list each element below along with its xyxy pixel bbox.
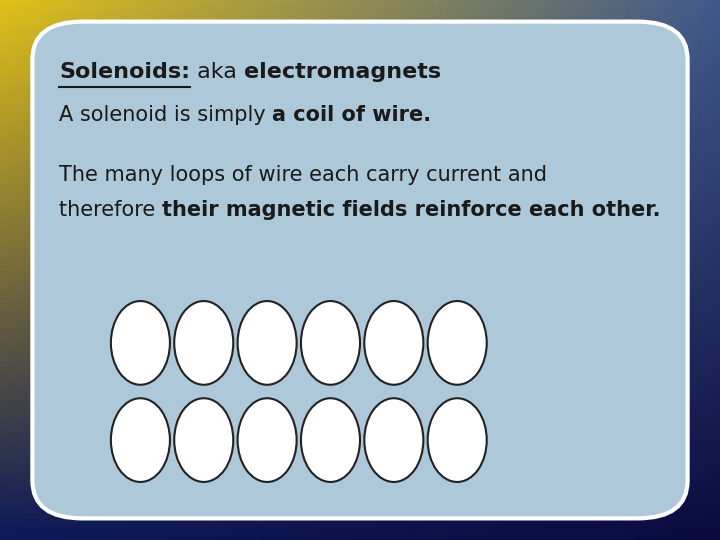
Ellipse shape — [301, 399, 360, 482]
Text: The many loops of wire each carry current and: The many loops of wire each carry curren… — [59, 165, 547, 185]
Ellipse shape — [174, 399, 233, 482]
Ellipse shape — [238, 399, 297, 482]
Ellipse shape — [428, 301, 487, 384]
Text: A solenoid is simply: A solenoid is simply — [59, 105, 272, 125]
Ellipse shape — [364, 301, 423, 384]
Text: their magnetic fields reinforce each other.: their magnetic fields reinforce each oth… — [162, 200, 660, 220]
Ellipse shape — [364, 399, 423, 482]
Ellipse shape — [111, 399, 170, 482]
Text: electromagnets: electromagnets — [244, 62, 441, 82]
Text: a coil of wire.: a coil of wire. — [272, 105, 431, 125]
Ellipse shape — [428, 399, 487, 482]
FancyBboxPatch shape — [32, 22, 688, 518]
Ellipse shape — [174, 301, 233, 384]
Text: aka: aka — [190, 62, 244, 82]
Text: therefore: therefore — [59, 200, 162, 220]
Text: Solenoids:: Solenoids: — [59, 62, 190, 82]
Ellipse shape — [111, 301, 170, 384]
Ellipse shape — [301, 301, 360, 384]
Ellipse shape — [238, 301, 297, 384]
